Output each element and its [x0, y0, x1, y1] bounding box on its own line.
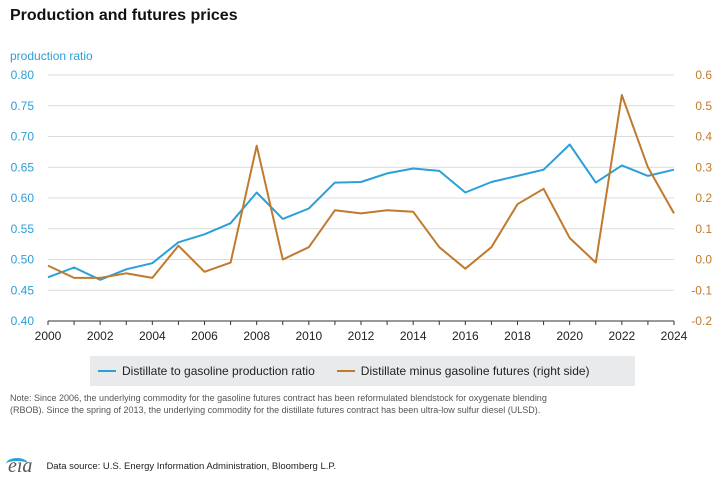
x-tick-label: 2022: [608, 329, 635, 343]
axes: 0.40 0.45 0.50 0.55 0.60 0.65 0.70 0.75 0.80 -0.2…: [11, 68, 713, 343]
chart-legend: Distillate to gasoline production ratio …: [90, 356, 635, 386]
x-tick-label: 2000: [35, 329, 62, 343]
right-tick-label: 0.1: [695, 222, 712, 236]
left-tick-label: 0.60: [11, 191, 35, 205]
x-tick-label: 2014: [400, 329, 427, 343]
right-tick-label: -0.1: [691, 283, 712, 297]
x-tick-label: 2010: [295, 329, 322, 343]
legend-swatch-futures-spread: [336, 370, 355, 372]
grid-lines: [48, 74, 674, 291]
x-tick-label: 2016: [452, 329, 479, 343]
right-tick-label: -0.2: [691, 314, 712, 328]
right-tick-label: 0.2: [695, 191, 712, 205]
left-tick-label: 0.55: [11, 222, 35, 236]
right-tick-label: 0.4: [695, 130, 712, 144]
legend-label-production-ratio: Distillate to gasoline production ratio: [122, 364, 315, 378]
x-tick-label: 2002: [87, 329, 114, 343]
left-tick-label: 0.75: [11, 99, 35, 113]
right-tick-label: 0.6: [695, 68, 712, 82]
x-tick-label: 2008: [243, 329, 270, 343]
left-tick-label: 0.50: [11, 253, 35, 267]
x-tick-label: 2018: [504, 329, 531, 343]
left-tick-label: 0.40: [11, 314, 35, 328]
chart-note: Note: Since 2006, the underlying commodi…: [10, 393, 547, 415]
x-tick-label: 2012: [348, 329, 375, 343]
left-axis-label: production ratio: [10, 49, 93, 63]
left-tick-label: 0.45: [11, 283, 35, 297]
left-tick-label: 0.70: [11, 130, 35, 144]
legend-label-futures-spread: Distillate minus gasoline futures (right…: [360, 364, 590, 378]
footer: eia Data source: U.S. Energy Information…: [6, 455, 337, 478]
data-source: Data source: U.S. Energy Information Adm…: [46, 461, 337, 472]
x-tick-label: 2006: [191, 329, 218, 343]
series-line-futures-spread: [47, 94, 675, 279]
page-title: Production and futures prices: [10, 7, 238, 24]
series-lines: [47, 94, 675, 281]
legend-item-production-ratio: Distillate to gasoline production ratio: [98, 364, 315, 378]
eia-logo: eia: [6, 455, 33, 477]
right-tick-label: 0.0: [695, 253, 712, 267]
right-tick-label: 0.5: [695, 99, 712, 113]
legend-swatch-production-ratio: [98, 370, 116, 372]
series-line-production-ratio: [47, 143, 675, 281]
x-tick-label: 2004: [139, 329, 166, 343]
x-tick-label: 2024: [661, 329, 688, 343]
legend-item-futures-spread: Distillate minus gasoline futures (right…: [336, 364, 590, 378]
left-tick-label: 0.65: [11, 160, 35, 174]
right-tick-label: 0.3: [695, 160, 712, 174]
x-tick-label: 2020: [556, 329, 583, 343]
left-tick-label: 0.80: [11, 68, 35, 82]
